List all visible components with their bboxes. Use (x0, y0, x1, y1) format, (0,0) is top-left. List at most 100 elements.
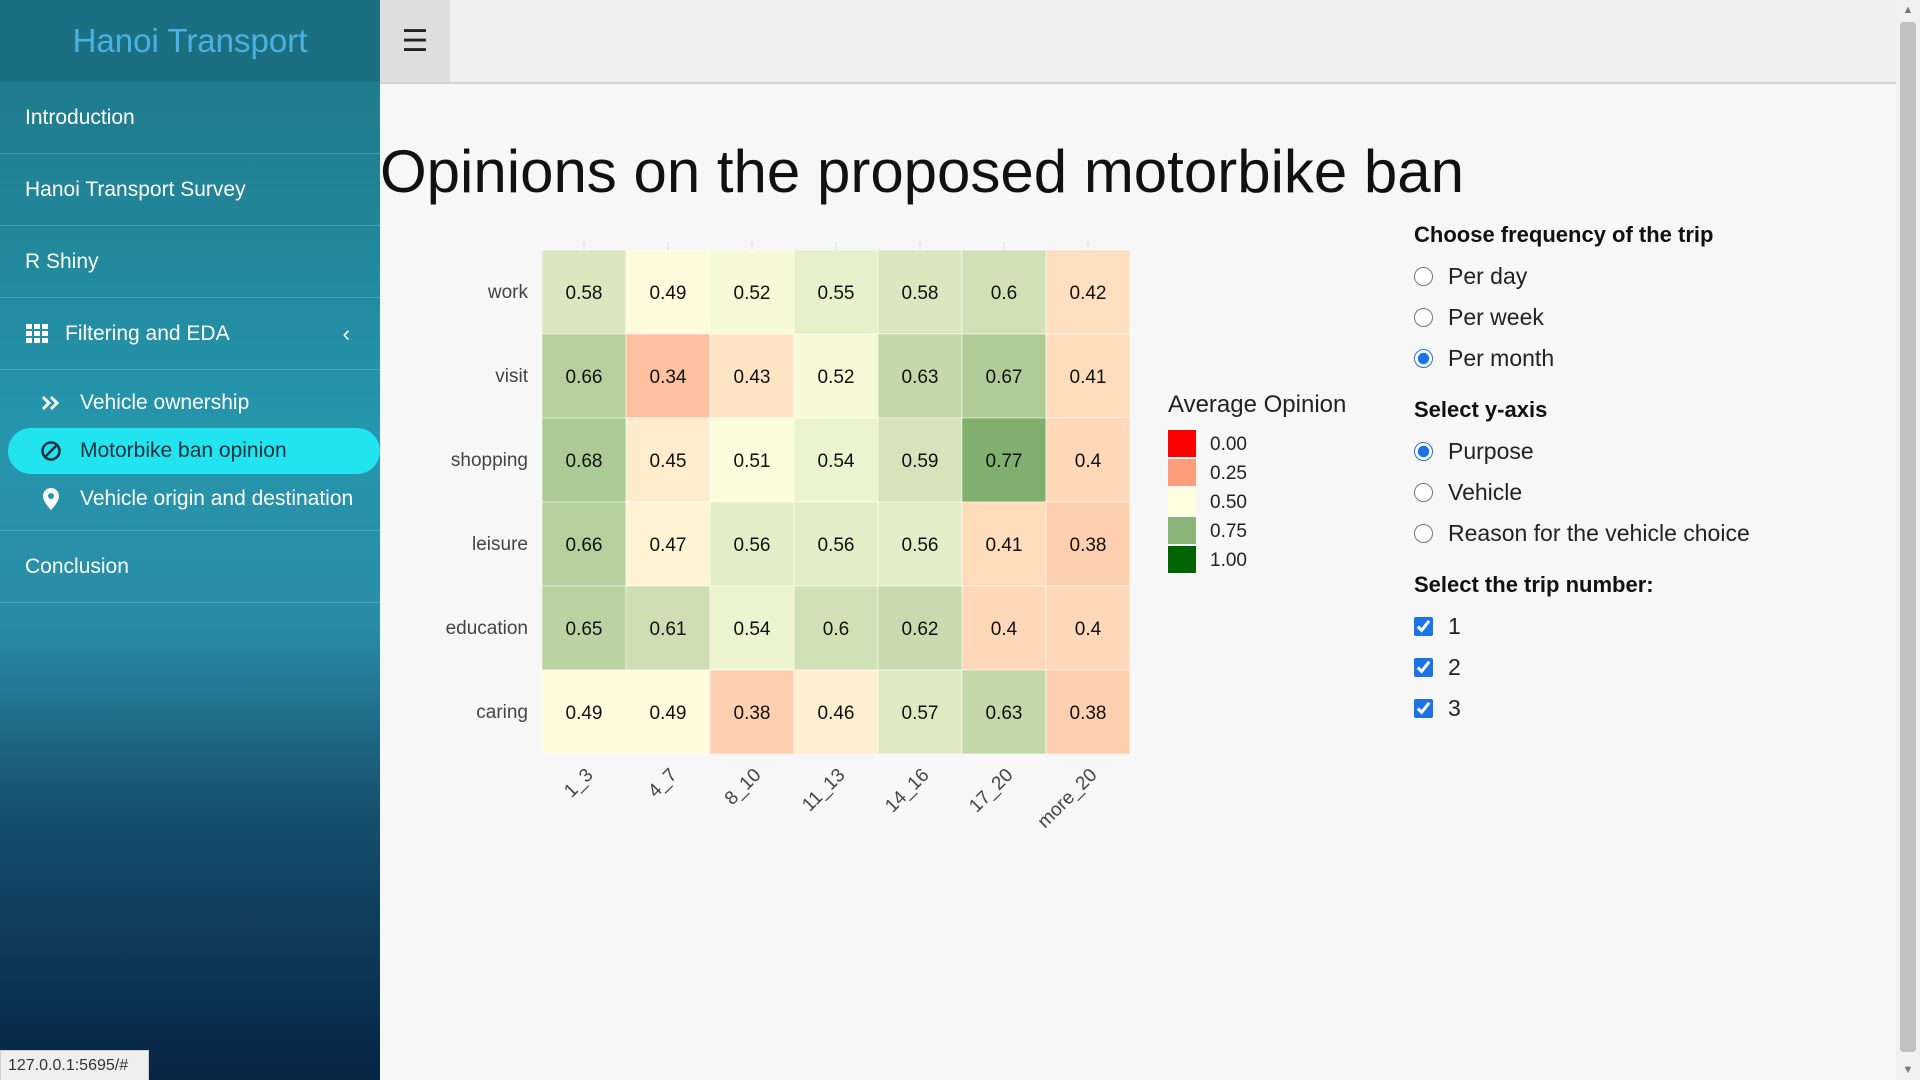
option-label: 3 (1448, 695, 1461, 721)
heatmap-cell (541, 585, 627, 671)
cell-value-label: 0.49 (566, 703, 603, 724)
x-tick-label: more_20 (1034, 765, 1102, 833)
legend-swatch (1168, 546, 1196, 573)
yaxis-option-vehicle[interactable]: Vehicle (1414, 472, 1854, 513)
radio-purpose[interactable] (1414, 442, 1433, 461)
heatmap-cell (541, 669, 627, 755)
legend-swatch (1168, 517, 1196, 544)
sidebar-item-rshiny[interactable]: R Shiny (0, 226, 380, 298)
frequency-option-per-day[interactable]: Per day (1414, 256, 1854, 297)
y-tick-label: work (487, 282, 529, 303)
yaxis-group: Select y-axis Purpose Vehicle Reason for… (1414, 397, 1854, 554)
cell-value-label: 0.56 (902, 535, 939, 556)
cell-value-label: 0.62 (902, 619, 939, 640)
checkbox-trip-2[interactable] (1414, 658, 1433, 677)
controls-panel: Choose frequency of the trip Per day Per… (1414, 222, 1854, 747)
sidebar-item-label: Conclusion (25, 554, 129, 578)
heatmap-cell (625, 501, 711, 587)
frequency-option-per-month[interactable]: Per month (1414, 338, 1854, 379)
legend-swatch (1168, 430, 1196, 457)
sidebar-subitem-label: Vehicle origin and destination (80, 487, 354, 510)
cell-value-label: 0.66 (566, 367, 603, 388)
heatmap-cell (709, 333, 795, 419)
cell-value-label: 0.77 (986, 451, 1023, 472)
radio-per-day[interactable] (1414, 267, 1433, 286)
frequency-group: Choose frequency of the trip Per day Per… (1414, 222, 1854, 379)
cell-value-label: 0.43 (734, 367, 771, 388)
legend-break-label: 0.25 (1210, 463, 1247, 484)
sidebar-subitem-origin-destination[interactable]: Vehicle origin and destination (8, 476, 380, 522)
cell-value-label: 0.68 (566, 451, 603, 472)
x-tick-label: 1_3 (560, 765, 597, 802)
heatmap-cell (961, 501, 1047, 587)
sidebar-item-survey[interactable]: Hanoi Transport Survey (0, 154, 380, 226)
radio-per-month[interactable] (1414, 349, 1433, 368)
sidebar-item-filtering[interactable]: Filtering and EDA ‹ (0, 298, 380, 370)
heatmap-svg: work 0.58 0.49 0.52 0.55 0.58 0.6 0.42 visit 0.66… (446, 242, 1346, 833)
radio-vehicle[interactable] (1414, 483, 1433, 502)
cell-value-label: 0.58 (566, 283, 603, 304)
status-url: 127.0.0.1:5695/# (0, 1050, 149, 1080)
cell-value-label: 0.66 (566, 535, 603, 556)
checkbox-trip-3[interactable] (1414, 699, 1433, 718)
top-bar: ☰ (380, 0, 1896, 84)
x-tick-label: 17_20 (965, 765, 1017, 817)
scroll-thumb[interactable] (1900, 22, 1916, 1052)
yaxis-option-reason[interactable]: Reason for the vehicle choice (1414, 513, 1854, 554)
scroll-up-arrow-icon[interactable]: ▲ (1902, 4, 1914, 16)
heatmap-cell (625, 333, 711, 419)
frequency-label: Choose frequency of the trip (1414, 222, 1714, 247)
double-chevron-right-icon (40, 395, 62, 411)
radio-per-week[interactable] (1414, 308, 1433, 327)
sidebar-subitem-vehicle-ownership[interactable]: Vehicle ownership (8, 380, 380, 426)
heatmap-cell (793, 585, 879, 671)
x-tick-label: 4_7 (644, 765, 681, 802)
brand-title[interactable]: Hanoi Transport (0, 0, 380, 82)
cell-value-label: 0.38 (734, 703, 771, 724)
cell-value-label: 0.41 (1070, 367, 1107, 388)
cell-value-label: 0.63 (902, 367, 939, 388)
cell-value-label: 0.52 (818, 367, 855, 388)
sidebar-item-introduction[interactable]: Introduction (0, 82, 380, 154)
checkbox-trip-1[interactable] (1414, 617, 1433, 636)
cell-value-label: 0.49 (650, 703, 687, 724)
sidebar-subitem-motorbike-ban[interactable]: Motorbike ban opinion (8, 428, 380, 474)
sidebar-item-conclusion[interactable]: Conclusion (0, 531, 380, 603)
cell-value-label: 0.6 (823, 619, 849, 640)
heatmap-cell (877, 669, 963, 755)
radio-reason[interactable] (1414, 524, 1433, 543)
heatmap-cell (709, 249, 795, 335)
scrollbar[interactable]: ▲ ▼ (1896, 0, 1920, 1080)
cell-value-label: 0.34 (650, 367, 687, 388)
cell-value-label: 0.54 (734, 619, 771, 640)
trips-group: Select the trip number: 1 2 3 (1414, 572, 1854, 729)
trip-option-3[interactable]: 3 (1414, 688, 1854, 729)
heatmap-cell (961, 333, 1047, 419)
scroll-down-arrow-icon[interactable]: ▼ (1902, 1064, 1914, 1076)
cell-value-label: 0.61 (650, 619, 687, 640)
cell-value-label: 0.38 (1070, 703, 1107, 724)
cell-value-label: 0.52 (734, 283, 771, 304)
heatmap-cell (1045, 417, 1131, 503)
x-tick-label: 8_10 (721, 765, 766, 810)
heatmap-cell (793, 669, 879, 755)
heatmap-cell (961, 249, 1047, 335)
frequency-option-per-week[interactable]: Per week (1414, 297, 1854, 338)
y-tick-label: visit (495, 366, 528, 387)
hamburger-menu-icon[interactable]: ☰ (380, 0, 450, 82)
trip-option-1[interactable]: 1 (1414, 606, 1854, 647)
heatmap-cell (793, 333, 879, 419)
cell-value-label: 0.67 (986, 367, 1023, 388)
trip-option-2[interactable]: 2 (1414, 647, 1854, 688)
cell-value-label: 0.6 (991, 283, 1017, 304)
cell-value-label: 0.57 (902, 703, 939, 724)
cell-value-label: 0.4 (1075, 451, 1102, 472)
legend-break-label: 0.75 (1210, 521, 1247, 542)
legend-swatch (1168, 459, 1196, 486)
yaxis-option-purpose[interactable]: Purpose (1414, 431, 1854, 472)
option-label: Per day (1448, 263, 1528, 289)
cell-value-label: 0.42 (1070, 283, 1107, 304)
chevron-left-icon[interactable]: ‹ (342, 320, 350, 346)
legend-title: Average Opinion (1168, 391, 1346, 418)
option-label: 1 (1448, 613, 1461, 639)
